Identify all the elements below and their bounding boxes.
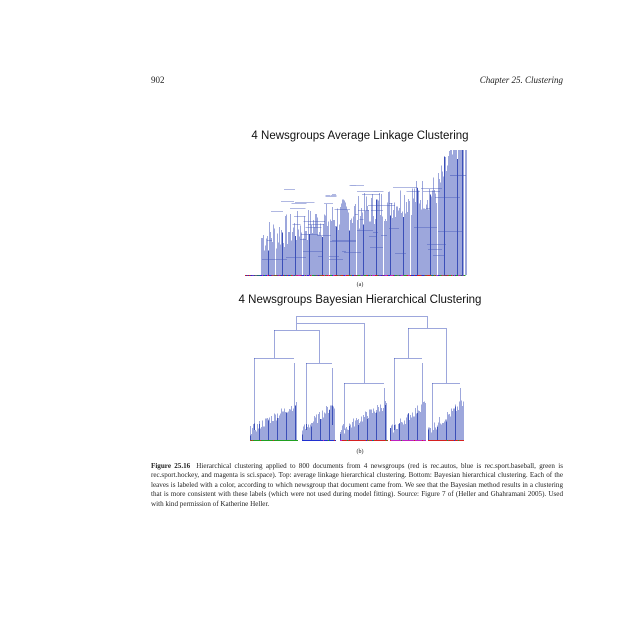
caption-text: Hierarchical clustering applied to 800 d…	[151, 462, 563, 508]
panel-a-title: 4 Newsgroups Average Linkage Clustering	[251, 130, 469, 142]
figure-caption: Figure 25.16 Hierarchical clustering appl…	[151, 462, 563, 509]
panel-b-title: 4 Newsgroups Bayesian Hierarchical Clust…	[238, 294, 482, 306]
figure-number: Figure 25.16	[151, 462, 191, 470]
panel-a-label: (a)	[356, 282, 364, 288]
chapter-header: Chapter 25. Clustering	[479, 75, 563, 85]
dendrogram-bayesian-hierarchical	[249, 315, 464, 442]
page-number: 902	[151, 75, 165, 85]
dendrogram-average-linkage	[245, 150, 467, 277]
panel-b-label: (b)	[356, 449, 364, 455]
